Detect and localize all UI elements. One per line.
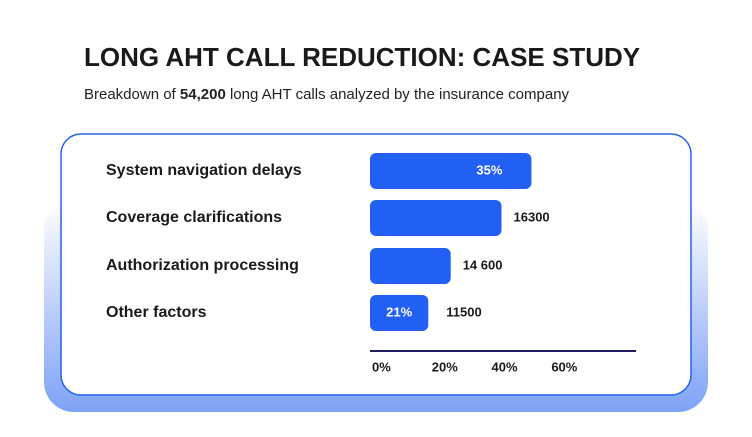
- x-tick-label: 40%: [492, 359, 518, 374]
- bar: [370, 200, 502, 236]
- x-tick-label: 20%: [432, 359, 458, 374]
- x-tick-label: 60%: [551, 359, 577, 374]
- bar: [370, 153, 532, 189]
- category-label: System navigation delays: [106, 162, 302, 179]
- subtitle-highlight: 54,200: [180, 86, 226, 103]
- value-label: 14 600: [463, 257, 503, 272]
- x-tick-label: 0%: [372, 359, 391, 374]
- annotation: 11500: [446, 304, 481, 319]
- chart-subtitle: Breakdown of 54,200 long AHT calls analy…: [84, 86, 570, 103]
- category-label: Coverage clarifications: [106, 209, 282, 226]
- value-label: 21%: [386, 304, 412, 319]
- value-label: 16300: [514, 209, 550, 224]
- value-label: 35%: [476, 162, 502, 177]
- bar: [370, 248, 451, 284]
- category-label: Authorization processing: [106, 257, 299, 274]
- subtitle-text: Breakdown of: [84, 86, 177, 103]
- subtitle-text: long AHT calls analyzed by the insurance…: [230, 86, 570, 103]
- chart-title: LONG AHT CALL REDUCTION: CASE STUDY: [84, 42, 640, 72]
- bar: [370, 295, 429, 331]
- category-label: Other factors: [106, 304, 207, 321]
